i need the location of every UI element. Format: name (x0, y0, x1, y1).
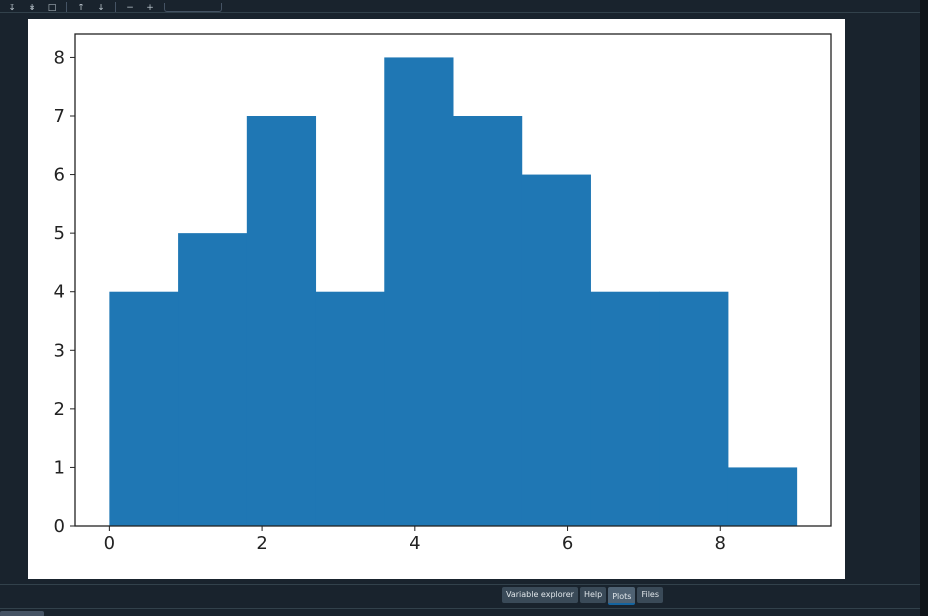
x-tick-label: 0 (104, 533, 115, 554)
histogram-bar (590, 291, 660, 526)
plots-toolbar: ↧ ↡ □ ↑ ↓ − + (0, 0, 920, 13)
x-tick-label: 8 (715, 533, 726, 554)
copy-icon[interactable]: □ (47, 4, 57, 12)
zoom-out-icon[interactable]: − (126, 4, 134, 12)
histogram-bar (453, 116, 523, 526)
save-all-icon[interactable]: ↡ (28, 4, 36, 12)
y-tick-label: 1 (54, 457, 65, 478)
tab-files[interactable]: Files (637, 587, 664, 603)
histogram-bar (521, 174, 591, 527)
right-edge (920, 0, 928, 616)
y-tick-label: 4 (54, 282, 65, 303)
y-tick-label: 2 (54, 399, 65, 420)
x-tick-label: 6 (562, 533, 573, 554)
toolbar-separator (115, 2, 116, 12)
y-tick-label: 8 (54, 47, 65, 68)
y-tick-label: 0 (54, 516, 65, 537)
previous-icon[interactable]: ↑ (77, 4, 85, 12)
zoom-field[interactable] (164, 3, 222, 12)
histogram-bar (315, 291, 385, 526)
histogram-bar (109, 291, 179, 526)
histogram-bar (246, 116, 317, 526)
y-tick-label: 5 (54, 223, 65, 244)
y-tick-label: 6 (54, 165, 65, 186)
status-handle (0, 611, 44, 616)
toolbar-separator (66, 2, 67, 12)
tab-plots[interactable]: Plots (608, 587, 636, 605)
tab-variable-explorer[interactable]: Variable explorer (502, 587, 578, 603)
y-tick-label: 3 (54, 340, 65, 361)
histogram-bar (178, 233, 248, 526)
histogram-chart: 0 2 4 6 8 0 1 2 3 4 5 6 7 8 (54, 33, 832, 554)
histogram-bar (659, 291, 729, 526)
x-tick-label: 2 (256, 533, 267, 554)
tab-help[interactable]: Help (579, 587, 607, 603)
histogram-bar (727, 467, 798, 526)
save-icon[interactable]: ↧ (8, 4, 16, 12)
next-icon[interactable]: ↓ (97, 4, 105, 12)
axes-frame (74, 33, 832, 527)
y-tick-label: 7 (54, 106, 65, 127)
plot-figure: 0 2 4 6 8 0 1 2 3 4 5 6 7 8 (28, 19, 845, 579)
plot-pane: 0 2 4 6 8 0 1 2 3 4 5 6 7 8 (0, 14, 920, 584)
histogram-bar (384, 57, 454, 527)
zoom-in-icon[interactable]: + (146, 4, 154, 12)
x-tick-label: 4 (409, 533, 420, 554)
pane-tab-bar: Variable explorer Help Plots Files (0, 584, 920, 609)
status-bar (0, 608, 920, 616)
